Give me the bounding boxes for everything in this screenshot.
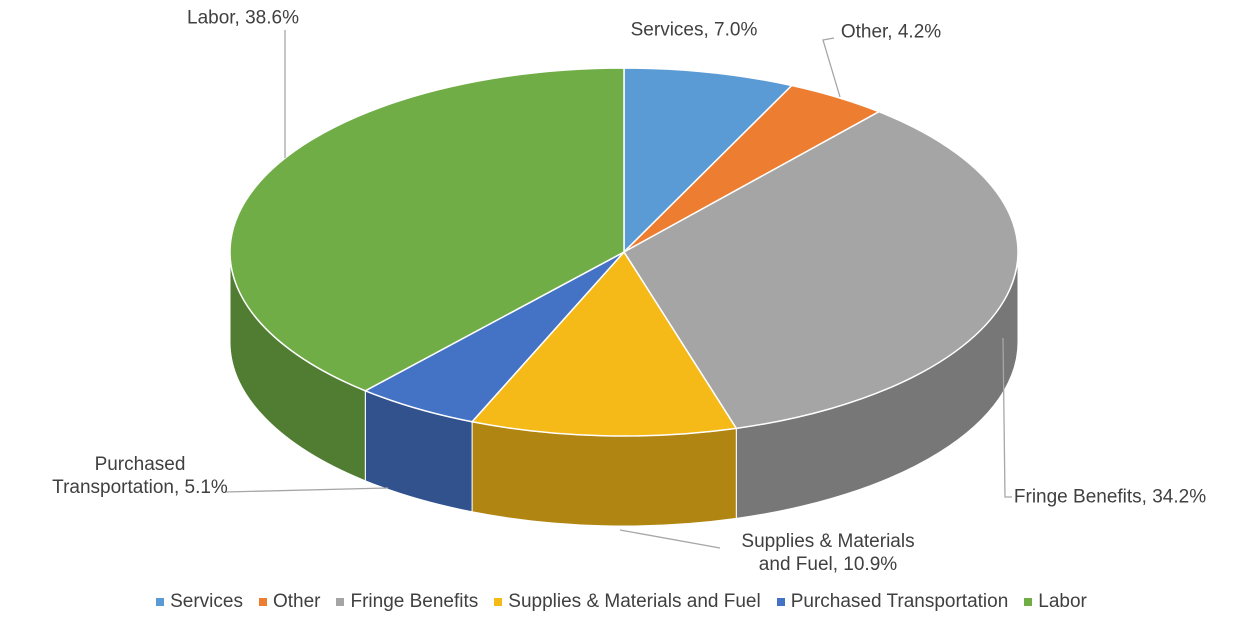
legend-label: Fringe Benefits xyxy=(350,591,479,612)
pie-sides xyxy=(229,251,1019,527)
leader-line xyxy=(822,37,841,98)
legend-item: Purchased Transportation xyxy=(776,591,1009,613)
legend-swatch xyxy=(776,598,785,606)
pie-slice-side xyxy=(471,421,737,527)
leader-line xyxy=(224,487,389,493)
legend-label: Supplies & Materials and Fuel xyxy=(508,591,761,612)
legend-item: Supplies & Materials and Fuel xyxy=(494,591,761,613)
pie-slice xyxy=(623,67,794,254)
data-label: Services, 7.0% xyxy=(630,19,758,41)
pie-slice xyxy=(470,250,738,437)
leader-line xyxy=(619,529,721,549)
data-label: Supplies & Materials and Fuel, 10.9% xyxy=(741,531,915,575)
pie-tops xyxy=(229,67,1019,437)
legend-label: Other xyxy=(272,591,321,612)
leader-lines xyxy=(224,30,1012,549)
legend-item: Services xyxy=(156,591,243,613)
legend-swatch xyxy=(258,598,267,606)
legend-swatch xyxy=(494,598,503,606)
legend-swatch xyxy=(156,598,165,606)
legend-item: Other xyxy=(258,591,321,613)
legend-swatch xyxy=(336,598,345,606)
data-label: Labor, 38.6% xyxy=(187,7,299,29)
legend-label: Services xyxy=(170,591,243,612)
data-label: Other, 4.2% xyxy=(840,21,942,43)
legend-item: Labor xyxy=(1024,591,1087,613)
leader-line xyxy=(1002,337,1012,498)
legend-label: Purchased Transportation xyxy=(790,591,1009,612)
pie-slice xyxy=(622,110,1019,430)
legend-label: Labor xyxy=(1038,591,1087,612)
pie-slice xyxy=(229,67,625,392)
data-label: Fringe Benefits, 34.2% xyxy=(1013,486,1207,508)
data-label: Purchased Transportation, 5.1% xyxy=(52,454,228,498)
legend: Services Other Fringe Benefits Supplies & M… xyxy=(0,591,1243,613)
legend-item: Fringe Benefits xyxy=(336,591,478,613)
legend-swatch xyxy=(1024,598,1033,606)
